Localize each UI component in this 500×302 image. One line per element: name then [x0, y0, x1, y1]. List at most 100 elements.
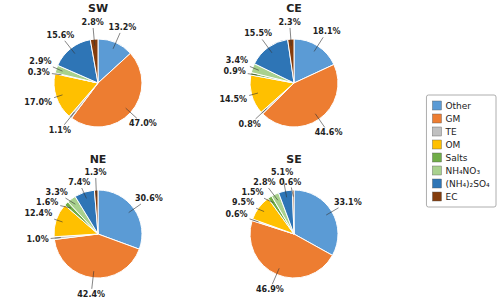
leader-line: [315, 114, 324, 128]
legend-entry: EC: [445, 192, 457, 202]
data-label: 2.8%: [253, 178, 275, 187]
data-label: 0.6%: [225, 210, 247, 219]
legend-entry: TE: [444, 127, 456, 137]
slices: [250, 39, 338, 127]
leader-line: [113, 33, 120, 49]
title: CE: [286, 2, 302, 15]
data-label: 17.0%: [24, 98, 52, 107]
legend-frame: [426, 95, 496, 207]
leader-line: [326, 208, 338, 215]
title: SE: [286, 153, 301, 166]
leader-line: [262, 39, 272, 52]
data-label: 46.9%: [256, 285, 284, 294]
title: NE: [90, 153, 107, 166]
leader-line: [95, 178, 97, 197]
data-label: 3.3%: [46, 188, 68, 197]
leader-line: [256, 208, 264, 211]
pie-slice: [58, 40, 98, 83]
data-label: 15.6%: [47, 31, 75, 40]
data-label: 0.8%: [239, 120, 261, 129]
background: [0, 0, 500, 302]
chart: SW13.2%47.0%1.1%17.0%0.3%2.9%15.6%2.8%CE…: [0, 0, 500, 302]
leader-line: [60, 206, 71, 208]
leader-line: [291, 188, 293, 197]
data-label: 3.4%: [226, 56, 248, 65]
legend-entry: Other: [445, 101, 471, 111]
data-label: 2.8%: [82, 18, 104, 27]
data-label: 14.5%: [219, 95, 247, 104]
title: SW: [88, 2, 108, 15]
data-label: 13.2%: [109, 23, 137, 32]
pie-slice: [90, 39, 98, 83]
data-label: 1.0%: [26, 235, 48, 244]
leader-line: [93, 28, 95, 46]
leader-line: [54, 219, 62, 222]
data-labels: 13.2%47.0%1.1%17.0%0.3%2.9%15.6%2.8%: [24, 18, 157, 135]
pie-panel: CE 18.1% 44.6% 0.8% 14.5% 0.9% 3.4% 15.5% 2.3%: [219, 2, 342, 137]
leader-line: [272, 268, 279, 284]
data-label: 9.5%: [232, 198, 254, 207]
leader-line: [51, 237, 61, 239]
legend-swatch: [432, 179, 441, 188]
slices: [250, 190, 338, 278]
leader-lines: [248, 28, 325, 127]
pie-panel: SW13.2%47.0%1.1%17.0%0.3%2.9%15.6%2.8%: [24, 2, 157, 135]
legend-swatch: [432, 127, 441, 136]
data-label: 47.0%: [129, 119, 157, 128]
data-label: 0.9%: [224, 67, 246, 76]
data-labels: 33.1%46.9%0.6%9.5%1.5%2.8%5.1%0.6%: [225, 168, 361, 294]
data-label: 5.1%: [271, 168, 293, 177]
pie-slice: [75, 190, 98, 234]
leader-line: [64, 112, 74, 125]
data-label: 12.4%: [24, 209, 52, 218]
legend-entry: (NH₄)₂SO₄: [445, 179, 490, 189]
data-label: 15.5%: [244, 29, 272, 38]
data-label: 18.1%: [313, 27, 341, 36]
leader-line: [290, 28, 291, 46]
legend-entry: Salts: [445, 153, 467, 163]
leader-line: [126, 108, 137, 118]
pie-slice: [254, 39, 294, 83]
leader-line: [65, 41, 75, 54]
leader-line: [250, 66, 259, 70]
leader-lines: [52, 28, 137, 125]
data-label: 2.3%: [279, 18, 301, 27]
data-label: 1.6%: [36, 198, 58, 207]
leader-line: [92, 271, 94, 289]
legend-swatch: [432, 166, 441, 175]
data-label: 42.4%: [77, 290, 105, 299]
data-label: 1.1%: [49, 126, 71, 135]
leader-line: [250, 219, 259, 222]
leader-line: [52, 74, 62, 75]
data-label: 0.3%: [28, 68, 50, 77]
data-label: 30.6%: [135, 194, 163, 203]
slices: [54, 190, 142, 278]
data-label: 1.3%: [84, 168, 106, 177]
legend-swatch: [432, 140, 441, 149]
data-label: 44.6%: [315, 128, 343, 137]
legend-entry: NH₄NO₃: [445, 166, 480, 176]
leader-line: [53, 67, 63, 71]
legend-swatch: [432, 114, 441, 123]
pie-panel: NE 30.6% 42.4% 1.0% 12.4% 1.6%3.3%7.4%1.3%: [24, 153, 162, 299]
data-labels: 30.6% 42.4% 1.0% 12.4% 1.6%3.3%7.4%1.3%: [24, 168, 162, 299]
data-labels: 18.1% 44.6% 0.8% 14.5% 0.9% 3.4% 15.5% 2.3%: [219, 18, 342, 137]
legend-entry: OM: [445, 140, 460, 150]
leader-line: [129, 204, 141, 213]
slices: [54, 39, 142, 127]
legend-swatch: [432, 192, 441, 201]
data-label: 0.6%: [279, 178, 301, 187]
data-label: 33.1%: [334, 198, 362, 207]
pie-slice: [54, 234, 139, 278]
leader-line: [54, 95, 62, 98]
leader-line: [256, 109, 267, 119]
legend-entry: GM: [445, 114, 460, 124]
leader-line: [82, 188, 87, 198]
pie-slice: [288, 39, 294, 83]
legend: Other GM TE OM Salts NH₄NO₃ (NH₄)₂SO₄ EC: [426, 95, 496, 207]
data-label: 1.5%: [241, 188, 263, 197]
leader-line: [314, 37, 323, 51]
legend-swatch: [432, 101, 441, 110]
leader-line: [248, 74, 258, 76]
data-label: 7.4%: [68, 178, 90, 187]
